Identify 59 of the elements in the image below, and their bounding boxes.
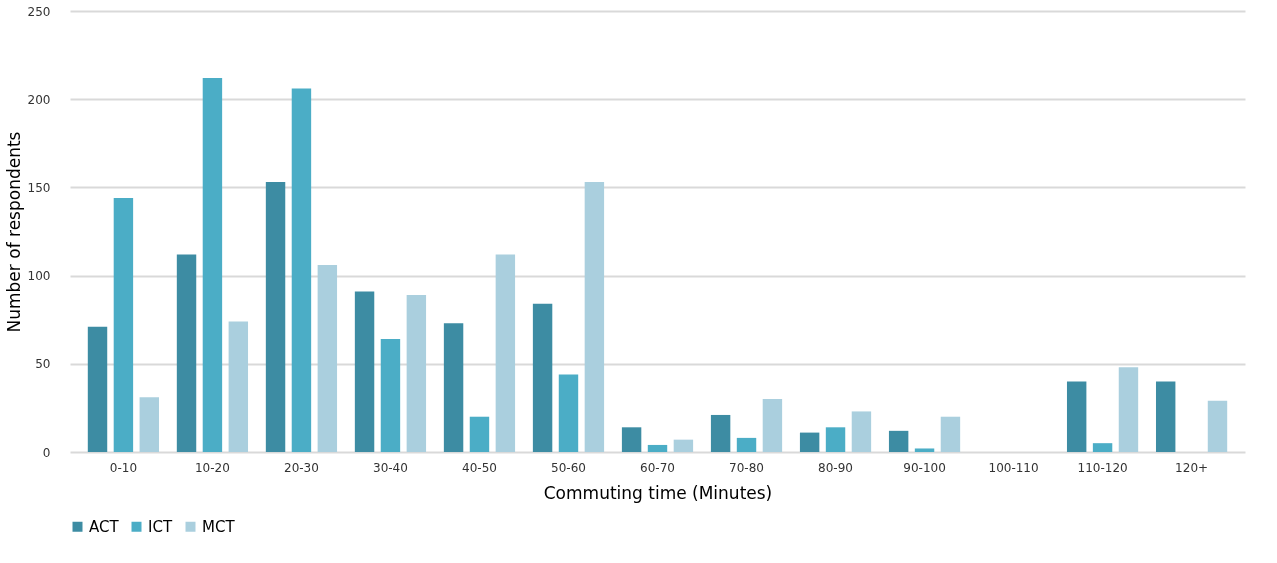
y-tick-label: 100 [27,269,51,284]
bar [673,439,694,452]
x-tick-label: 110-120 [1077,460,1128,475]
legend-label: ACT [89,517,120,536]
bar [469,416,490,452]
bar [228,321,249,452]
bar [532,303,553,452]
bar [495,254,516,452]
bar [113,197,134,452]
bar [1092,443,1113,452]
bar [558,374,579,452]
y-tick-label: 250 [27,4,51,19]
x-tick-label: 120+ [1175,460,1209,475]
bar [851,411,872,452]
bar [265,182,286,452]
y-tick-label: 0 [42,445,51,460]
bar [621,427,642,452]
y-axis-title: Number of respondents [3,131,24,333]
x-tick-label: 100-110 [988,460,1039,475]
x-tick-label: 40-50 [462,460,497,475]
y-tick-label: 50 [35,357,51,372]
bar [762,399,783,452]
bar [87,326,108,452]
x-axis-title: Commuting time (Minutes) [543,482,773,503]
x-tick-label: 10-20 [194,460,230,475]
y-tick-label: 150 [27,180,51,195]
y-tick-label: 200 [27,92,51,107]
bar [1066,381,1087,452]
x-tick-label: 50-60 [551,460,586,475]
bar [940,416,961,452]
bar [825,427,846,452]
bar [1207,400,1228,452]
bar [736,437,757,452]
bar [799,432,820,452]
legend-label: MCT [202,517,236,536]
x-tick-label: 60-70 [640,460,675,475]
bar [176,254,197,452]
bar [317,265,338,452]
x-tick-label: 70-80 [729,460,764,475]
bar [443,323,464,452]
bar [710,414,731,452]
bar [139,397,160,452]
x-tick-label: 90-100 [903,460,946,475]
bar [647,444,668,452]
bar [354,291,375,452]
x-tick-label: 30-40 [373,460,408,475]
bar [291,88,312,452]
bar [380,339,401,452]
bar [1118,367,1139,452]
bar [888,430,909,452]
x-tick-label: 20-30 [284,460,319,475]
bar [584,182,605,452]
bar [914,448,935,452]
x-tick-label: 0-10 [109,460,138,475]
bar [1155,381,1176,452]
legend-label: ICT [148,517,173,536]
bar [202,78,223,452]
bar [406,295,427,452]
x-tick-label: 80-90 [818,460,853,475]
